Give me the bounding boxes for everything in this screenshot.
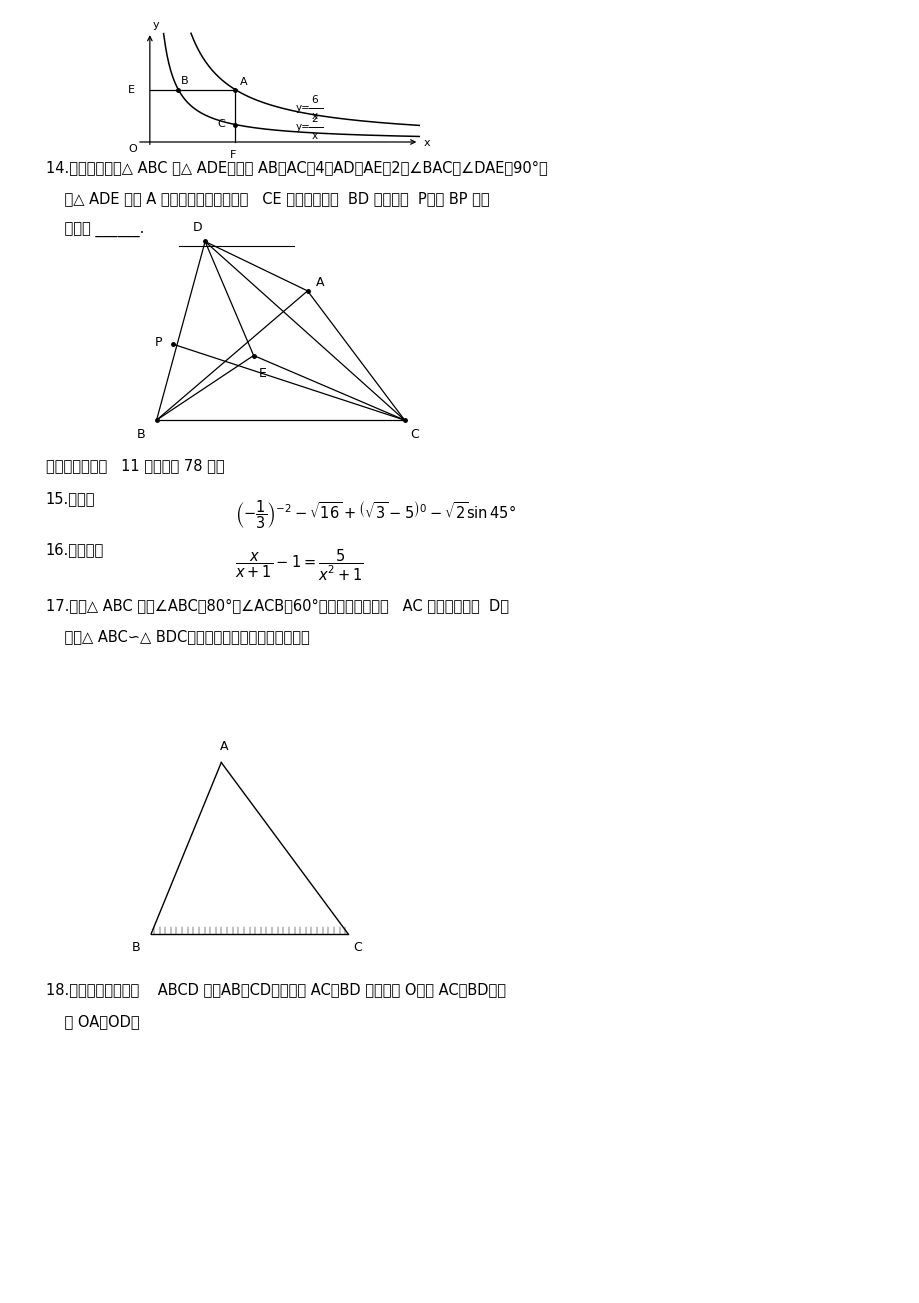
Text: 2: 2 bbox=[311, 113, 317, 124]
Text: P: P bbox=[154, 336, 162, 349]
Text: y=: y= bbox=[295, 103, 310, 113]
Text: 18.　如图，在四边形    ABCD 中，AB＝CD，对角线 AC、BD 相交于点 O，且 AC＝BD，求: 18. 如图，在四边形 ABCD 中，AB＝CD，对角线 AC、BD 相交于点 … bbox=[46, 982, 505, 998]
Text: B: B bbox=[180, 76, 187, 86]
Text: 15.　计算: 15. 计算 bbox=[46, 491, 95, 507]
Text: F: F bbox=[230, 150, 236, 160]
Text: y=: y= bbox=[295, 122, 310, 132]
Text: E: E bbox=[259, 367, 267, 380]
Text: 6: 6 bbox=[311, 95, 317, 104]
Text: A: A bbox=[239, 77, 247, 87]
Text: B: B bbox=[131, 941, 141, 954]
Text: C: C bbox=[217, 119, 224, 129]
Text: x: x bbox=[312, 112, 317, 121]
Text: O: O bbox=[129, 143, 137, 154]
Text: x: x bbox=[312, 130, 317, 141]
Text: 17.　在△ ABC 中，∠ABC＝80°，∠ACB＝60°，利用尺规作图在   AC 边上求作一点  D，: 17. 在△ ABC 中，∠ABC＝80°，∠ACB＝60°，利用尺规作图在 A… bbox=[46, 598, 508, 614]
Text: 将△ ADE 绕点 A 顺时针旋转一周，连接   CE 并延长与直线  BD 相较于点  P，则 BP 的最: 将△ ADE 绕点 A 顺时针旋转一周，连接 CE 并延长与直线 BD 相较于点… bbox=[46, 192, 489, 207]
Text: 14.　如图，已知△ ABC 和△ ADE，其中 AB＝AC＝4，AD＝AE＝2，∠BAC＝∠DAE＝90°，: 14. 如图，已知△ ABC 和△ ADE，其中 AB＝AC＝4，AD＝AE＝2… bbox=[46, 160, 547, 176]
Text: C: C bbox=[410, 427, 418, 440]
Text: B: B bbox=[137, 427, 145, 440]
Text: A: A bbox=[315, 276, 323, 289]
Text: x: x bbox=[423, 138, 430, 147]
Text: $\dfrac{x}{x+1}-1=\dfrac{5}{x^{2}+1}$: $\dfrac{x}{x+1}-1=\dfrac{5}{x^{2}+1}$ bbox=[234, 547, 363, 584]
Text: 证 OA＝OD．: 证 OA＝OD． bbox=[46, 1014, 139, 1029]
Text: 16.　解方程: 16. 解方程 bbox=[46, 542, 104, 558]
Text: 小值为 ______.: 小值为 ______. bbox=[46, 223, 143, 238]
Text: 二、解答题（共   11 小题，共 78 分）: 二、解答题（共 11 小题，共 78 分） bbox=[46, 459, 224, 474]
Text: 使得△ ABC∽△ BDC．（不写作法，保留作图痕迹）: 使得△ ABC∽△ BDC．（不写作法，保留作图痕迹） bbox=[46, 629, 309, 645]
Text: A: A bbox=[220, 740, 228, 753]
Text: $\left(-\dfrac{1}{3}\right)^{-2}-\sqrt{16}+\left(\sqrt{3}-5\right)^{0}-\sqrt{2}\: $\left(-\dfrac{1}{3}\right)^{-2}-\sqrt{1… bbox=[234, 499, 516, 530]
Text: y: y bbox=[153, 21, 159, 30]
Text: C: C bbox=[353, 941, 362, 954]
Text: D: D bbox=[193, 222, 202, 233]
Text: E: E bbox=[128, 85, 135, 95]
